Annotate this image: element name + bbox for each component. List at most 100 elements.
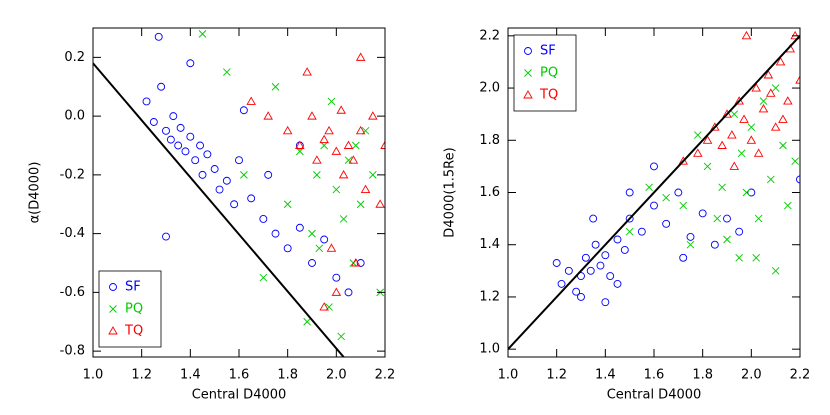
point [319,302,329,311]
y-tick-label: 1.4 [479,237,500,252]
point [338,169,349,179]
point [380,140,385,149]
point [259,214,268,223]
point [344,156,353,165]
point [771,267,780,275]
x-tick-label: 1.8 [692,368,713,383]
point [375,199,385,208]
point [344,288,353,297]
point [747,188,756,197]
point [351,141,360,150]
panel: 1.0 1.2 1.4 1.6 1.8 2.0 2.2 -0.8 -0.6 -0.4 -0.2 0.0… [28,27,395,403]
point [215,185,224,194]
point [203,150,212,159]
point [557,279,566,288]
point [355,52,366,61]
legend-label: SF [540,44,556,59]
point [763,70,774,79]
point [727,130,737,139]
point [679,201,688,210]
x-tick-label: 1.6 [229,368,250,383]
reference-line [93,62,345,357]
point [162,232,170,241]
point [368,111,378,120]
y-tick-label: 2.0 [479,81,500,96]
point [577,292,585,301]
point [747,123,756,132]
point [606,272,615,281]
point [730,110,739,118]
x-tick-label: 1.6 [644,368,665,383]
y-tick-label: 0.0 [64,109,85,124]
point [758,104,769,113]
point [271,82,280,91]
point [741,30,752,40]
point [315,244,324,253]
point [662,219,671,228]
point [746,135,757,144]
point [742,188,751,197]
y-tick-label: 1.0 [479,342,500,357]
point [326,243,337,252]
y-tick-label: -0.4 [60,226,85,241]
point [296,147,304,156]
y-tick-label: -0.2 [60,167,85,182]
point [320,141,328,150]
point [351,258,361,267]
point [717,140,727,149]
point [308,229,316,238]
y-axis-label: α(D4000) [28,162,43,224]
x-tick-label: 2.0 [326,368,347,383]
point [295,223,304,232]
point [343,140,354,149]
point [729,161,740,170]
point [327,97,336,106]
point [169,112,178,121]
point [223,68,231,76]
point [259,273,268,282]
point [247,194,256,203]
point [783,96,793,105]
point [625,227,634,236]
point [264,170,273,179]
point [295,140,305,149]
point [693,148,703,157]
point [283,200,292,209]
point [369,171,377,179]
point [564,266,573,275]
point [552,259,561,267]
point [331,287,342,296]
x-tick-label: 2.0 [741,368,762,383]
point [308,259,316,267]
x-tick-label: 1.4 [595,368,616,383]
point [331,146,342,155]
y-tick-label: -0.8 [60,344,85,359]
y-tick-label: 1.6 [479,185,500,200]
point [778,114,788,123]
point [795,75,800,84]
point [735,253,743,262]
point [339,215,348,223]
point [766,88,776,97]
point [601,298,610,307]
point [625,188,634,197]
legend-marker [524,69,532,77]
point [246,96,256,105]
x-tick-label: 1.2 [131,368,152,383]
point [198,30,207,38]
point [324,125,334,135]
point [149,118,158,126]
x-tick-label: 2.2 [790,368,811,383]
point [686,240,695,249]
point [752,253,761,262]
point [332,273,341,282]
point [613,235,622,244]
point [723,235,731,244]
plot-area [508,30,800,350]
legend-marker [108,326,118,335]
x-tick-label: 1.8 [277,368,298,383]
point [186,132,195,141]
legend-marker [523,90,533,99]
point [581,253,590,262]
